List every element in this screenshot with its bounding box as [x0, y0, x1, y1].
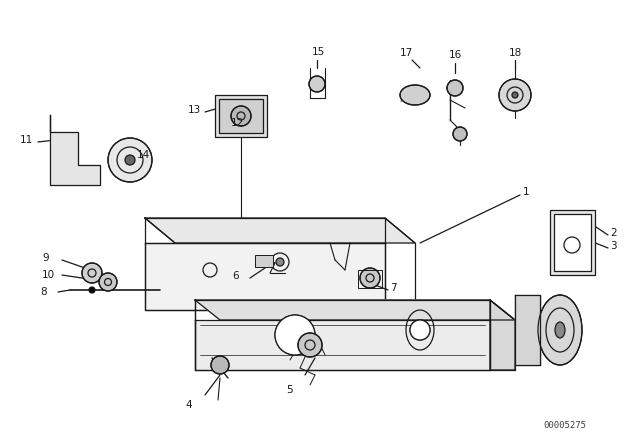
Circle shape: [89, 287, 95, 293]
Text: 5: 5: [286, 385, 292, 395]
Text: 15: 15: [312, 47, 325, 57]
Circle shape: [99, 273, 117, 291]
Text: 13: 13: [188, 105, 201, 115]
Ellipse shape: [538, 295, 582, 365]
Circle shape: [298, 333, 322, 357]
Text: 11: 11: [20, 135, 33, 145]
Bar: [255, 255, 273, 267]
Text: 16: 16: [449, 50, 462, 60]
Polygon shape: [145, 243, 385, 310]
Ellipse shape: [400, 85, 430, 105]
Circle shape: [211, 356, 229, 374]
Circle shape: [125, 155, 135, 165]
Polygon shape: [195, 320, 490, 370]
Polygon shape: [490, 300, 515, 370]
Text: 12: 12: [230, 118, 244, 128]
Text: 9: 9: [42, 253, 49, 263]
Circle shape: [108, 138, 152, 182]
Text: 18: 18: [509, 48, 522, 58]
Circle shape: [360, 268, 380, 288]
Bar: [219, 99, 263, 133]
Text: 6: 6: [232, 271, 239, 281]
Bar: [554, 214, 591, 271]
Polygon shape: [145, 218, 415, 243]
Circle shape: [447, 80, 463, 96]
Bar: [215, 95, 267, 137]
Circle shape: [512, 92, 518, 98]
Circle shape: [231, 106, 251, 126]
Polygon shape: [50, 115, 100, 185]
Circle shape: [276, 258, 284, 266]
Circle shape: [82, 263, 102, 283]
Polygon shape: [515, 295, 540, 365]
Text: 14: 14: [137, 150, 150, 160]
Ellipse shape: [555, 322, 565, 338]
Circle shape: [410, 320, 430, 340]
Text: 10: 10: [42, 270, 55, 280]
Text: 8: 8: [40, 287, 47, 297]
Bar: [358, 270, 382, 288]
Circle shape: [275, 315, 315, 355]
Bar: [550, 210, 595, 275]
Circle shape: [499, 79, 531, 111]
Text: 17: 17: [400, 48, 413, 58]
Text: 1: 1: [523, 187, 530, 197]
Text: 4: 4: [185, 400, 191, 410]
Text: 3: 3: [610, 241, 616, 251]
Text: 2: 2: [610, 228, 616, 238]
Polygon shape: [195, 300, 515, 320]
Text: 7: 7: [390, 283, 397, 293]
Circle shape: [453, 127, 467, 141]
Text: 00005275: 00005275: [543, 421, 586, 430]
Circle shape: [309, 76, 325, 92]
